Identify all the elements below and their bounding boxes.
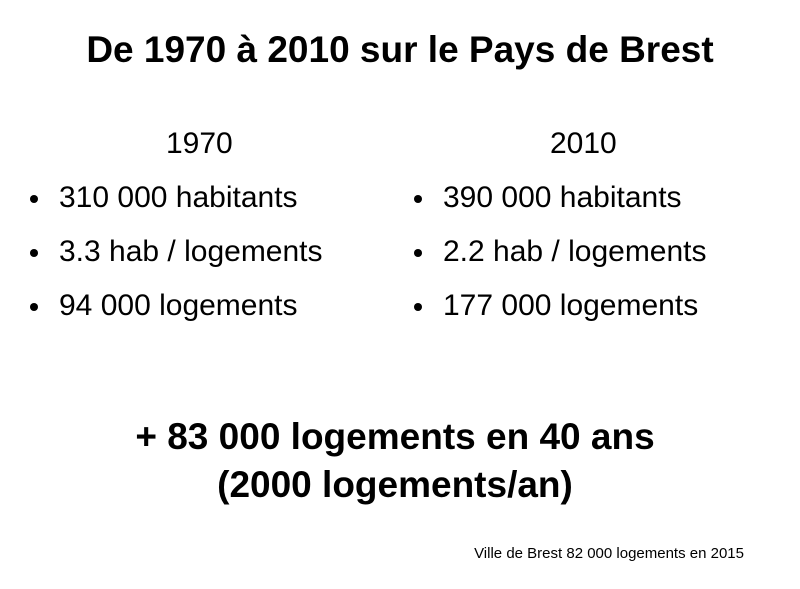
list-item-text: 177 000 logements [443, 289, 699, 322]
list-item: 390 000 habitants [412, 180, 792, 216]
column-1970: 1970 310 000 habitants 3.3 hab / logemen… [28, 126, 398, 342]
bullet-icon [30, 195, 38, 203]
source-note: Ville de Brest 82 000 logements en 2015 [474, 545, 744, 562]
column-2010: 2010 390 000 habitants 2.2 hab / logemen… [412, 126, 792, 342]
list-item: 177 000 logements [412, 288, 792, 324]
list-item-text: 3.3 hab / logements [59, 235, 323, 268]
list-item: 94 000 logements [28, 288, 398, 324]
list-item: 310 000 habitants [28, 180, 398, 216]
list-item-text: 310 000 habitants [59, 181, 298, 214]
summary-line-2: (2000 logements/an) [217, 464, 573, 505]
bullet-icon [414, 249, 422, 257]
list-item: 2.2 hab / logements [412, 234, 792, 270]
bullet-icon [414, 195, 422, 203]
bullet-icon [30, 303, 38, 311]
list-item-text: 2.2 hab / logements [443, 235, 707, 268]
column-year-heading: 1970 [166, 127, 233, 160]
summary-line-1: + 83 000 logements en 40 ans [135, 416, 655, 457]
summary-block: + 83 000 logements en 40 ans (2000 logem… [0, 413, 790, 509]
list-item: 3.3 hab / logements [28, 234, 398, 270]
bullet-icon [30, 249, 38, 257]
list-item-text: 94 000 logements [59, 289, 298, 322]
slide-title: De 1970 à 2010 sur le Pays de Brest [86, 29, 714, 70]
stats-list: 390 000 habitants 2.2 hab / logements 17… [412, 180, 792, 324]
stats-list: 310 000 habitants 3.3 hab / logements 94… [28, 180, 398, 324]
column-year-heading: 2010 [550, 127, 617, 160]
list-item-text: 390 000 habitants [443, 181, 682, 214]
bullet-icon [414, 303, 422, 311]
